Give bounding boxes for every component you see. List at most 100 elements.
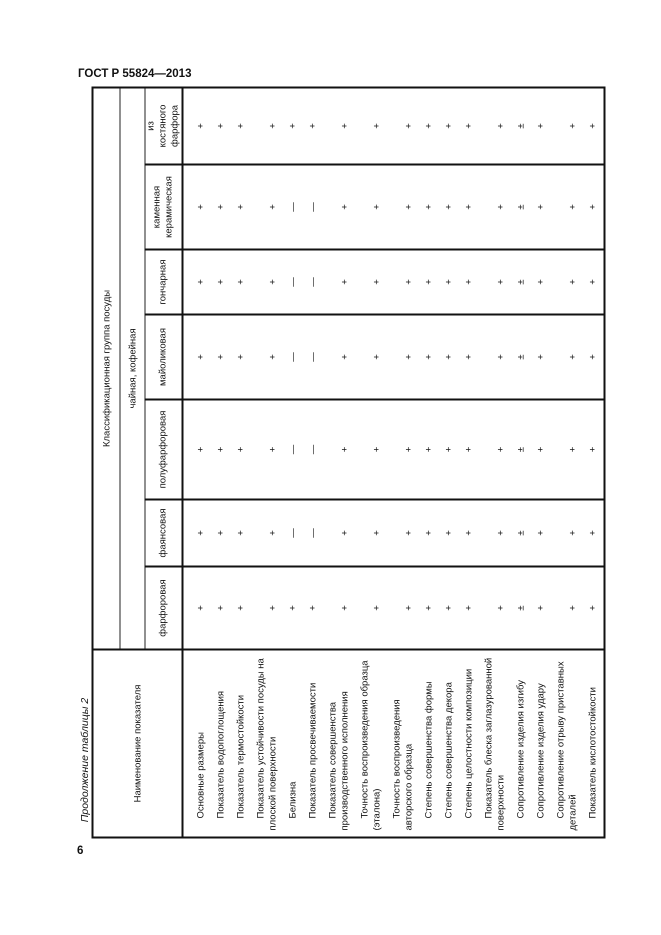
applicability-mark: +: [211, 249, 231, 314]
applicability-mark: +: [479, 164, 511, 249]
indicator-name: Показатель термостойкости: [231, 649, 251, 837]
applicability-mark: +: [251, 249, 283, 314]
applicability-mark: +: [583, 566, 604, 649]
applicability-mark: ±: [511, 399, 531, 499]
column-header-type: каменная керамическая: [144, 164, 182, 249]
table-row: Показатель просвечиваемости + — — — — — +: [303, 87, 323, 837]
table-row: Точность воспроизведения авторского обра…: [387, 87, 419, 837]
applicability-mark: +: [495, 122, 506, 129]
table-row: Показатель кислотостойкости + + + + + + +: [583, 87, 604, 837]
subgroup-header: чайная, кофейная: [119, 86, 145, 649]
applicability-mark: +: [323, 314, 355, 399]
indicator-name-text: Сопротивление изделия изгибу: [515, 679, 526, 818]
applicability-mark: +: [403, 122, 414, 129]
indicator-name: Показатель водопоглощения: [211, 649, 231, 837]
applicability-mark: —: [303, 249, 323, 314]
indicator-name: Точность воспроизведения образца (эталон…: [355, 649, 387, 837]
applicability-mark: +: [459, 164, 479, 249]
indicator-name-text: Степень совершенства декора: [443, 681, 454, 818]
indicator-name-text: Показатель совершенства производственног…: [327, 690, 350, 830]
table-row: Сопротивление изделия удару + + + + + + +: [531, 87, 551, 837]
applicability-mark: +: [459, 314, 479, 399]
applicability-mark: +: [583, 164, 604, 249]
applicability-mark: +: [182, 399, 211, 499]
indicator-name: Показатель устойчивости посуды на плоско…: [251, 649, 283, 837]
applicability-mark: +: [267, 122, 278, 129]
indicator-name-text: Точность воспроизведения образца (эталон…: [359, 659, 382, 830]
applicability-mark: +: [235, 122, 246, 129]
applicability-mark: +: [479, 399, 511, 499]
applicability-mark: +: [439, 249, 459, 314]
table-row: Сопротивление изделия изгибу ± ± ± ± ± ± ±: [511, 87, 531, 837]
indicator-name-text: Показатель кислотостойкости: [587, 686, 598, 818]
applicability-mark: +: [231, 164, 251, 249]
column-header-type: майоликовая: [144, 314, 182, 399]
applicability-mark: +: [211, 314, 231, 399]
indicator-name: Точность воспроизведения авторского обра…: [387, 649, 419, 837]
document-title: ГОСТ Р 55824—2013: [78, 68, 192, 80]
applicability-mark: +: [283, 566, 303, 649]
applicability-mark: +: [419, 566, 439, 649]
classification-table: Наименование показателя Классификационна…: [91, 85, 605, 838]
applicability-mark: +: [531, 566, 551, 649]
table-row: Показатель водопоглощения + + + + + + +: [211, 87, 231, 837]
applicability-mark: +: [323, 499, 355, 566]
applicability-mark: —: [283, 499, 303, 566]
applicability-mark: +: [587, 122, 598, 129]
applicability-mark: +: [323, 566, 355, 649]
table-row: Степень совершенства формы + + + + + + +: [419, 87, 439, 837]
applicability-mark: +: [423, 122, 434, 129]
applicability-mark: +: [439, 499, 459, 566]
applicability-mark: —: [283, 164, 303, 249]
applicability-mark: +: [211, 164, 231, 249]
applicability-mark: +: [439, 566, 459, 649]
applicability-mark: —: [283, 399, 303, 499]
applicability-mark: +: [583, 249, 604, 314]
applicability-mark: +: [211, 566, 231, 649]
applicability-mark: +: [439, 314, 459, 399]
applicability-mark: +: [231, 566, 251, 649]
applicability-mark: +: [551, 499, 583, 566]
applicability-mark: +: [387, 399, 419, 499]
applicability-mark: +: [339, 122, 350, 129]
applicability-mark: —: [283, 314, 303, 399]
indicator-name: Сопротивление изделия изгибу: [511, 649, 531, 837]
applicability-mark: +: [323, 399, 355, 499]
indicator-name-text: Показатель блеска заглазурованной поверх…: [483, 657, 506, 830]
applicability-mark: +: [419, 249, 439, 314]
applicability-mark: +: [387, 164, 419, 249]
table-row: Показатель блеска заглазурованной поверх…: [479, 87, 511, 837]
applicability-mark: +: [583, 399, 604, 499]
applicability-mark: +: [531, 164, 551, 249]
applicability-mark: +: [583, 499, 604, 566]
applicability-mark: +: [479, 314, 511, 399]
table-row: Степень совершенства декора + + + + + + +: [439, 87, 459, 837]
applicability-mark: ±: [511, 566, 531, 649]
indicator-name-text: Точность воспроизведения авторского обра…: [391, 698, 414, 830]
indicator-name-text: Показатель водопоглощения: [215, 690, 226, 818]
applicability-mark: +: [551, 249, 583, 314]
applicability-mark: +: [463, 122, 474, 129]
applicability-mark: +: [195, 122, 206, 129]
applicability-mark: +: [531, 314, 551, 399]
applicability-mark: +: [323, 164, 355, 249]
applicability-mark: +: [251, 164, 283, 249]
applicability-mark: +: [231, 249, 251, 314]
page-number: 6: [77, 845, 84, 857]
applicability-mark: +: [583, 314, 604, 399]
applicability-mark: +: [215, 122, 226, 129]
indicator-name: Сопротивление отрыву приставных деталей: [551, 649, 583, 837]
applicability-mark: +: [231, 314, 251, 399]
applicability-mark: —: [303, 499, 323, 566]
applicability-mark: +: [307, 122, 318, 129]
indicator-name: Показатель кислотостойкости: [583, 649, 604, 837]
indicator-name-text: Степень целостности композиции: [463, 668, 474, 818]
applicability-mark: +: [387, 249, 419, 314]
table-row: Степень целостности композиции + + + + + + +: [459, 87, 479, 837]
applicability-mark: +: [439, 164, 459, 249]
applicability-mark: +: [551, 164, 583, 249]
applicability-mark: +: [211, 499, 231, 566]
indicator-name: Показатель просвечиваемости: [303, 649, 323, 837]
table-row: Точность воспроизведения образца (эталон…: [355, 87, 387, 837]
table-row: Показатель совершенства производственног…: [323, 87, 355, 837]
